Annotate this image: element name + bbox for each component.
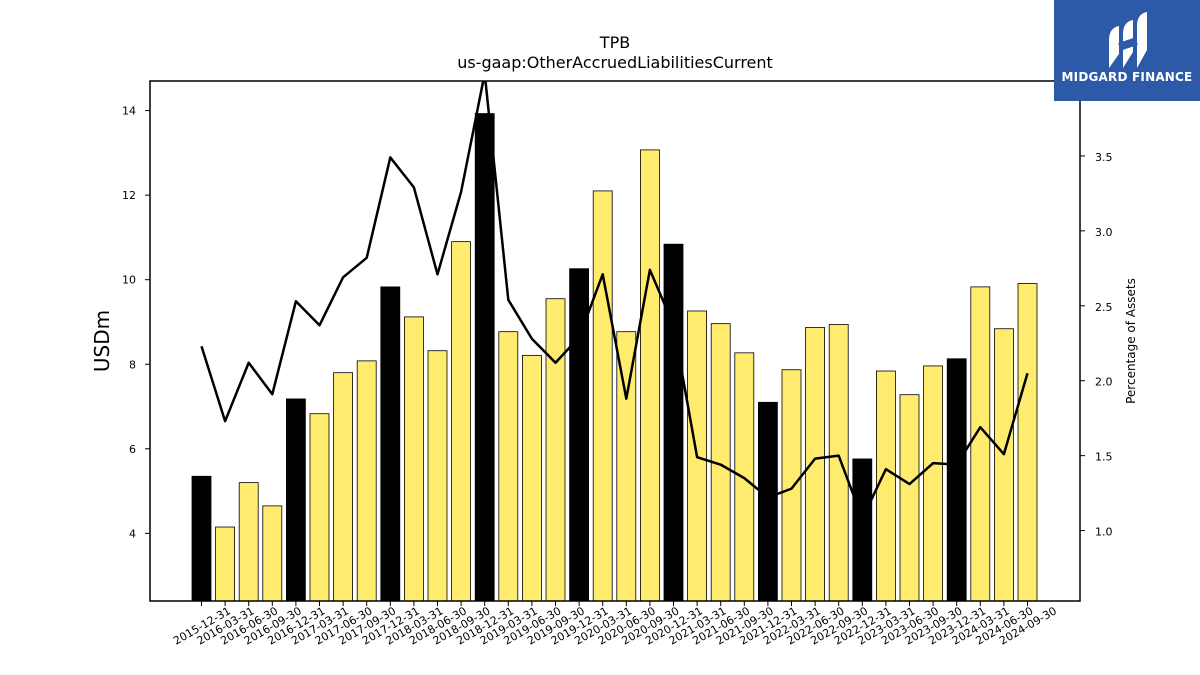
bar-2023-12-31 [946,358,967,602]
bar-2015-12-31 [191,475,212,602]
percentage-line [200,81,1029,520]
bar-2024-09-30 [1017,283,1038,602]
bar-2019-03-31 [498,331,519,602]
bar-2023-06-30 [899,394,920,602]
chart-title: TPB [599,33,630,52]
left-tick-label: 12 [122,189,136,202]
right-tick-label: 3.0 [1095,226,1113,239]
right-tick-label: 1.5 [1095,451,1113,464]
bar-2016-03-31 [215,526,236,602]
right-tick-label: 3.5 [1095,151,1113,164]
bar-2020-06-30 [616,331,637,602]
bar-2016-06-30 [238,482,259,602]
bar-2017-06-30 [333,372,354,602]
midgard-finance-logo: MIDGARD FINANCE [1054,0,1200,101]
left-tick-label: 8 [129,358,136,371]
bar-2018-09-30 [451,241,472,602]
right-tick-label: 1.0 [1095,526,1113,539]
bar-2019-09-30 [545,298,566,602]
bar-2024-03-31 [970,286,991,602]
bar-2023-09-30 [923,365,943,602]
bar-2023-03-31 [876,370,896,602]
left-axis: 4 6 8 10 12 14 [122,105,150,540]
line-layer [200,81,1029,520]
x-axis: 2015-12-312016-03-312016-06-302016-09-30… [171,601,1059,648]
left-tick-label: 14 [122,105,136,118]
bar-2021-12-31 [758,401,778,602]
bar-2022-09-30 [828,324,849,602]
bar-2020-12-31 [663,243,684,602]
bar-2022-12-31 [852,458,873,602]
chart-subtitle: us-gaap:OtherAccruedLiabilitiesCurrent [457,53,773,72]
left-tick-label: 6 [129,443,136,456]
bar-2019-06-30 [522,354,542,602]
bar-2022-06-30 [805,327,825,602]
bar-2017-03-31 [309,413,330,602]
right-axis: 1.0 1.5 2.0 2.5 3.0 3.5 [1080,151,1113,539]
midgard-m-logo-icon [1109,12,1147,68]
bar-2018-03-31 [403,316,424,602]
y-axis-label-left: USDm [90,310,114,372]
right-tick-label: 2.5 [1095,301,1113,314]
bar-2024-06-30 [994,328,1014,602]
left-tick-label: 10 [122,274,136,287]
bar-2017-09-30 [356,360,377,602]
bar-2016-12-31 [285,398,306,602]
logo-text: MIDGARD FINANCE [1061,70,1193,84]
left-tick-label: 4 [129,527,136,540]
right-tick-label: 2.0 [1095,376,1113,389]
y-axis-label-right: Percentage of Assets [1124,278,1138,404]
plot-frame [149,80,1081,602]
bar-2020-03-31 [592,190,613,602]
bar-2018-06-30 [427,350,448,602]
bar-2018-12-31 [474,113,495,602]
bar-2022-03-31 [781,369,802,602]
bar-2017-12-31 [380,286,401,602]
bar-2020-09-30 [640,149,660,602]
bars-layer [191,113,1038,602]
bar-2016-09-30 [262,505,283,602]
